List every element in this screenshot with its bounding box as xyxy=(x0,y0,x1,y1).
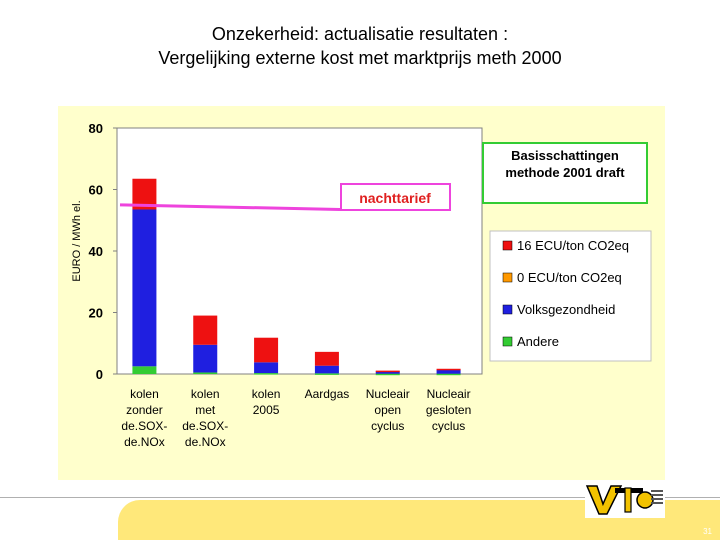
bar-segment xyxy=(314,365,339,374)
axes: 0 20 40 60 80 EURO / MWh el. xyxy=(71,121,483,382)
bar-segment xyxy=(254,337,279,363)
page-number: 31 xyxy=(703,527,712,536)
vito-logo xyxy=(585,482,665,518)
reference-label: nachttarief xyxy=(359,190,431,206)
y-tick-label: 60 xyxy=(89,183,103,198)
x-tick-label: Aardgas xyxy=(305,387,350,401)
y-tick-label: 80 xyxy=(89,121,103,136)
x-tick-label: Nucleair gesloten cyclus xyxy=(426,387,471,433)
plot-area xyxy=(116,127,483,375)
bar-segment xyxy=(193,315,218,345)
reference-line-group: nachttarief xyxy=(119,183,451,211)
bar-segment xyxy=(254,373,279,375)
bar-segment xyxy=(436,373,461,376)
bar-segment xyxy=(132,209,157,367)
y-axis-label: EURO / MWh el. xyxy=(71,200,83,281)
legend-swatch xyxy=(502,336,513,347)
bar-segment xyxy=(254,362,279,374)
bar-segment xyxy=(375,373,400,376)
legend-box xyxy=(489,230,652,362)
legend-label: Volksgezondheid xyxy=(517,302,615,317)
title-line-2: Vergelijking externe kost met marktprijs… xyxy=(158,48,562,68)
bar-segment xyxy=(314,373,339,375)
legend-swatch xyxy=(502,272,513,283)
x-tick-label: kolen met de.SOX-de.NOx xyxy=(182,387,228,449)
slide-title: Onzekerheid: actualisatie resultaten : V… xyxy=(0,22,720,70)
bar-segment xyxy=(436,368,461,371)
annotation-text: Basisschattingen methode 2001 draft xyxy=(505,148,625,180)
reference-label-box xyxy=(340,183,451,211)
x-tick-label: Nucleair open cyclus xyxy=(366,387,410,433)
bar-segment xyxy=(375,370,400,373)
legend-label: 0 ECU/ton CO2eq xyxy=(517,270,622,285)
x-tick-labels: kolen zonder de.SOX-de.NOx kolen met de.SOX-d… xyxy=(121,387,471,449)
bar-segment xyxy=(193,372,218,374)
annotation-box xyxy=(482,142,648,204)
y-tick-label: 0 xyxy=(96,367,103,382)
bar-segment xyxy=(193,344,218,373)
reference-line xyxy=(119,203,341,211)
legend-swatch xyxy=(502,304,513,315)
x-tick-label: kolen zonder de.SOX-de.NOx xyxy=(121,387,167,449)
legend-label: 16 ECU/ton CO2eq xyxy=(517,238,629,253)
legend-label: Andere xyxy=(517,334,559,349)
bar-segment xyxy=(314,351,339,366)
footer-divider xyxy=(0,497,720,498)
title-line-1: Onzekerheid: actualisatie resultaten : xyxy=(211,24,509,44)
legend-swatch xyxy=(502,240,513,251)
y-tick-label: 20 xyxy=(89,306,103,321)
y-tick-label: 40 xyxy=(89,244,103,259)
x-tick-label: kolen 2005 xyxy=(252,387,281,417)
bar-segment xyxy=(375,371,400,374)
bar-segment xyxy=(436,369,461,374)
bar-segment xyxy=(132,366,157,374)
legend: 16 ECU/ton CO2eq 0 ECU/ton CO2eq Volksgezo… xyxy=(489,230,652,362)
annotation-group: Basisschattingen methode 2001 draft xyxy=(482,142,648,204)
